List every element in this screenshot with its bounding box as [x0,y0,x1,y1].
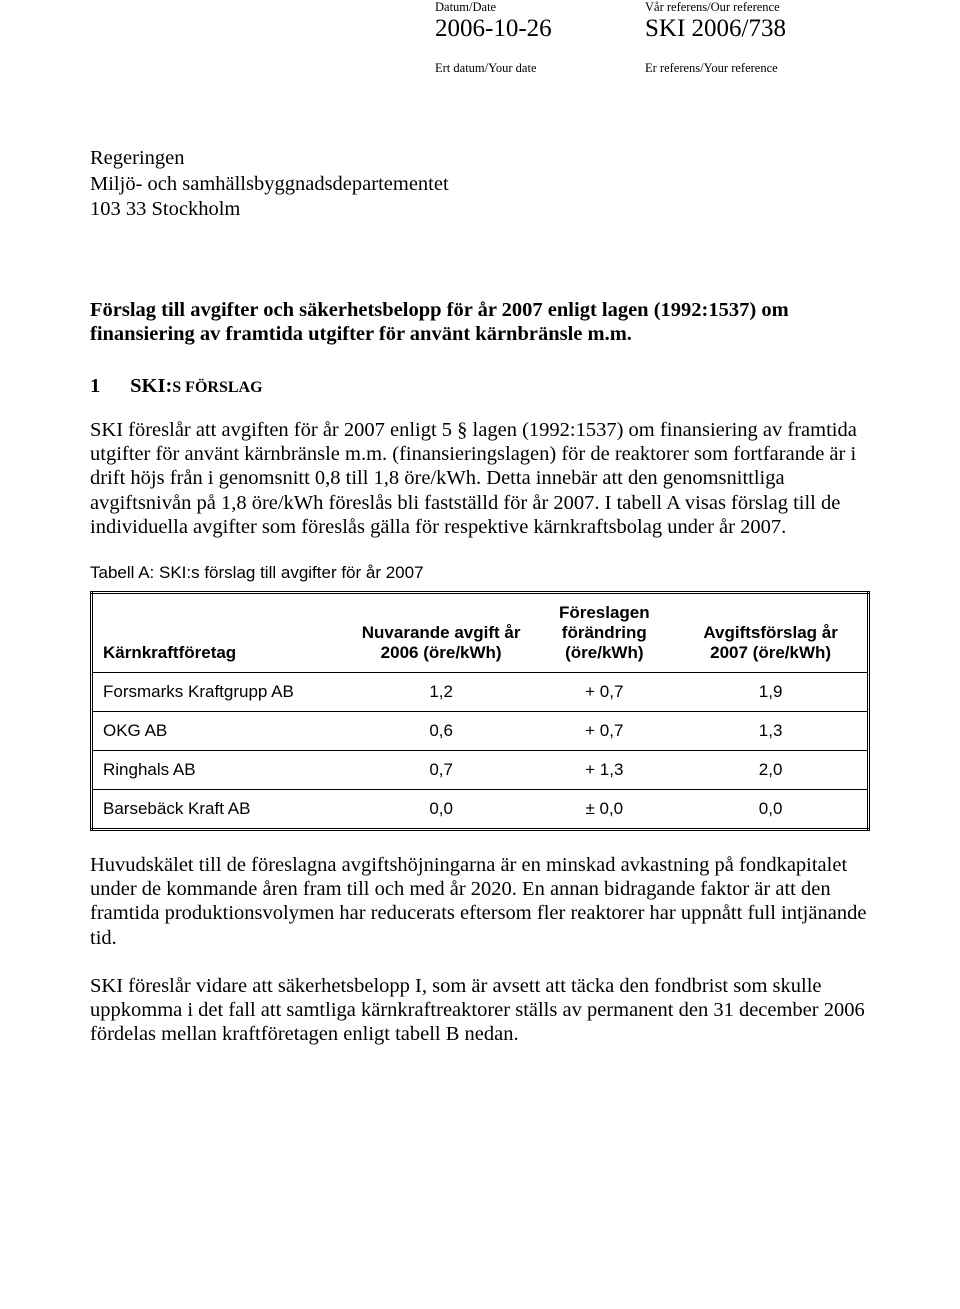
table-cell: 0,0 [348,790,534,830]
table-row: Ringhals AB 0,7 + 1,3 2,0 [92,751,869,790]
table-cell: + 1,3 [534,751,674,790]
table-cell: 2,0 [674,751,868,790]
fees-table: Kärnkraftföretag Nuvarande avgift år 200… [90,591,870,831]
section-heading-suffix: S FÖRSLAG [172,379,262,396]
document-title: Förslag till avgifter och säkerhetsbelop… [90,298,870,347]
table-cell: Ringhals AB [92,751,348,790]
table-caption: Tabell A: SKI:s förslag till avgifter fö… [90,563,870,583]
table-header: Avgiftsförslag år 2007 (öre/kWh) [674,593,868,673]
table-cell: 1,9 [674,673,868,712]
your-ref-label: Er referens/Your reference [645,61,855,76]
table-header: Kärnkraftföretag [92,593,348,673]
table-cell: 0,0 [674,790,868,830]
section-number: 1 [90,375,125,398]
table-row: Barsebäck Kraft AB 0,0 ± 0,0 0,0 [92,790,869,830]
table-cell: 1,2 [348,673,534,712]
table-cell: 0,7 [348,751,534,790]
table-cell: ± 0,0 [534,790,674,830]
table-cell: OKG AB [92,712,348,751]
date-value: 2006-10-26 [435,15,645,43]
body-paragraph: SKI föreslår vidare att säkerhetsbelopp … [90,974,870,1047]
table-header: Föreslagen förändring (öre/kWh) [534,593,674,673]
section-heading: 1 SKI:S FÖRSLAG [90,375,870,398]
body-paragraph: SKI föreslår att avgiften för år 2007 en… [90,418,870,539]
our-ref-label: Vår referens/Our reference [645,0,855,15]
table-cell: Forsmarks Kraftgrupp AB [92,673,348,712]
section-heading-prefix: SKI: [130,375,172,397]
date-label: Datum/Date [435,0,645,15]
body-paragraph: Huvudskälet till de föreslagna avgiftshö… [90,853,870,950]
table-row: Forsmarks Kraftgrupp AB 1,2 + 0,7 1,9 [92,673,869,712]
table-cell: Barsebäck Kraft AB [92,790,348,830]
recipient-line: Miljö- och samhällsbyggnadsdepartementet [90,172,870,198]
recipient-line: Regeringen [90,146,870,172]
table-cell: + 0,7 [534,673,674,712]
table-cell: 1,3 [674,712,868,751]
table-cell: + 0,7 [534,712,674,751]
letter-header: Datum/Date 2006-10-26 Vår referens/Our r… [435,0,870,76]
our-ref-value: SKI 2006/738 [645,15,855,43]
table-cell: 0,6 [348,712,534,751]
your-date-label: Ert datum/Your date [435,61,645,76]
recipient-line: 103 33 Stockholm [90,197,870,223]
recipient-block: Regeringen Miljö- och samhällsbyggnadsde… [90,146,870,223]
table-row: OKG AB 0,6 + 0,7 1,3 [92,712,869,751]
table-header: Nuvarande avgift år 2006 (öre/kWh) [348,593,534,673]
